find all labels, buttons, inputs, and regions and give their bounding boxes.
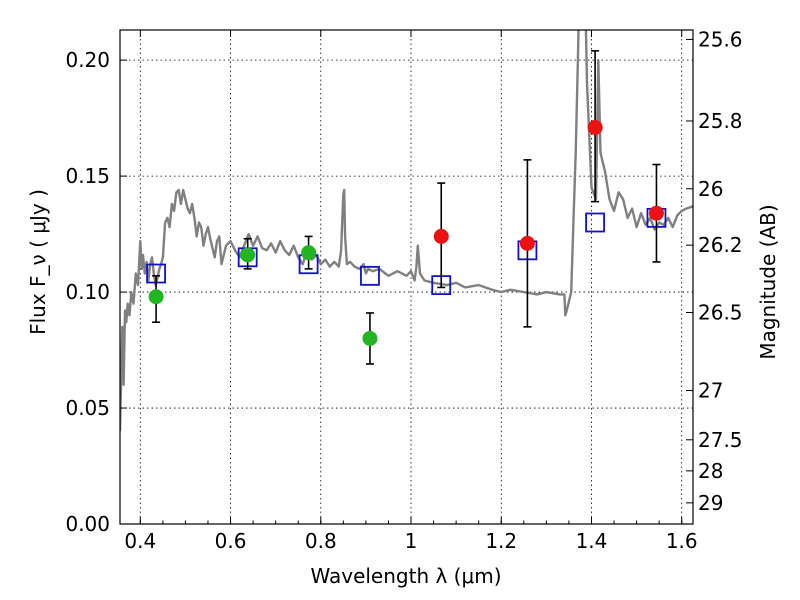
observed-flux-point bbox=[519, 235, 535, 251]
y-right-tick-label: 25.6 bbox=[698, 27, 743, 51]
x-tick-label: 0.6 bbox=[215, 529, 247, 553]
model-sed-layer bbox=[120, 30, 693, 432]
model-photometry-square bbox=[360, 265, 380, 286]
observed-flux-point bbox=[301, 245, 317, 261]
y-tick-label: 0.10 bbox=[65, 280, 110, 304]
y-right-tick-label: 26.2 bbox=[698, 233, 743, 257]
x-tick-label: 1 bbox=[405, 529, 418, 553]
x-tick-label: 0.8 bbox=[305, 529, 337, 553]
observed-flux-point bbox=[587, 119, 603, 135]
y-tick-label: 0.05 bbox=[65, 396, 110, 420]
y-right-tick-label: 27.5 bbox=[698, 428, 743, 452]
x-tick-label: 1.4 bbox=[576, 529, 608, 553]
observed-flux-point bbox=[648, 205, 664, 221]
y-tick-label: 0.00 bbox=[65, 512, 110, 536]
data-points-layer bbox=[146, 50, 667, 365]
x-tick-label: 1.6 bbox=[666, 529, 698, 553]
y-right-tick-label: 28 bbox=[698, 459, 723, 483]
observed-flux-point bbox=[240, 247, 256, 263]
x-axis-title: Wavelength λ (μm) bbox=[310, 564, 501, 588]
x-tick-label: 1.2 bbox=[485, 529, 517, 553]
y-axis-title: Flux F_ν ( μJy ) bbox=[26, 189, 50, 335]
y-right-tick-label: 29 bbox=[698, 491, 723, 515]
y-axis-right-title: Magnitude (AB) bbox=[756, 204, 780, 359]
y-right-tick-label: 26.5 bbox=[698, 300, 743, 324]
model-photometry-square bbox=[585, 212, 605, 233]
y-tick-label: 0.15 bbox=[65, 164, 110, 188]
y-right-tick-label: 26 bbox=[698, 177, 723, 201]
axis-ticks: 0.4 0.6 0.8 1 1.2 1.4 1.6 0.00 0.05 0.10 0.15 0.20 2… bbox=[65, 27, 742, 553]
model-sed-line bbox=[120, 30, 693, 432]
x-tick-label: 0.4 bbox=[124, 529, 156, 553]
observed-flux-point bbox=[362, 330, 378, 346]
y-tick-label: 0.20 bbox=[65, 48, 110, 72]
y-right-tick-label: 27 bbox=[698, 379, 723, 403]
y-right-tick-label: 25.8 bbox=[698, 109, 743, 133]
observed-flux-point bbox=[148, 289, 164, 305]
observed-flux-point bbox=[433, 228, 449, 244]
plot-frame bbox=[119, 29, 694, 525]
